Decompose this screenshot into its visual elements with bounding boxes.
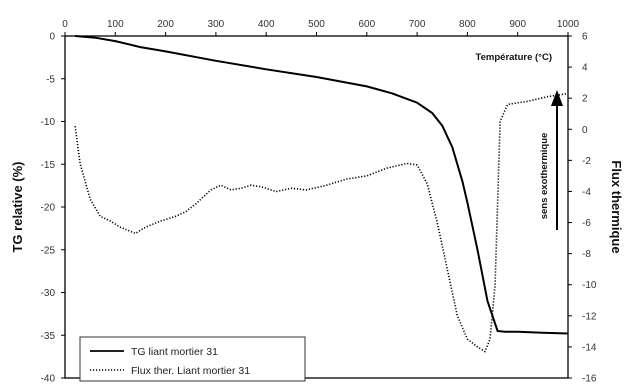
legend-label-tg: TG liant mortier 31 [131, 346, 218, 358]
y2-tick-label: -4 [582, 187, 591, 198]
y-axis-title: TG relative (%) [10, 161, 25, 252]
x-tick-label: 700 [409, 19, 426, 30]
y-tick-label: -40 [41, 374, 56, 385]
y2-tick-label: 4 [582, 63, 588, 74]
y-tick-label: -5 [46, 74, 55, 85]
x-tick-label: 100 [107, 19, 124, 30]
x-tick-label: 600 [358, 19, 375, 30]
y2-tick-label: -2 [582, 156, 591, 167]
y2-tick-label: -14 [582, 342, 597, 353]
y-tick-label: -20 [41, 203, 56, 214]
y2-tick-label: 2 [582, 94, 588, 105]
y2-tick-label: -6 [582, 218, 591, 229]
y2-tick-label: -8 [582, 249, 591, 260]
x-tick-label: 500 [308, 19, 325, 30]
series-flux-line [74, 92, 569, 353]
y2-tick-label: -10 [582, 280, 597, 291]
legend-label-flux: Flux ther. Liant mortier 31 [131, 365, 250, 377]
plot-frame [64, 35, 569, 379]
x-tick-label: 1000 [557, 19, 580, 30]
x-tick-label: 200 [157, 19, 174, 30]
y2-tick-label: 0 [582, 125, 588, 136]
exothermic-arrow-head [551, 90, 563, 106]
y-tick-label: -25 [41, 245, 56, 256]
right-axis-ticks: 6 4 2 0 -2 -4 -6 -8 -10 -12 -14 -16 [568, 32, 597, 385]
x-tick-label: 800 [459, 19, 476, 30]
x-tick-label: 0 [62, 19, 68, 30]
x-tick-label: 400 [258, 19, 275, 30]
y-tick-label: 0 [49, 32, 55, 43]
x-axis-ticks: 0 100 200 300 400 500 600 700 800 900 1000 [62, 19, 580, 36]
y-tick-label: -30 [41, 288, 56, 299]
exothermic-annotation: sens exothermique [539, 90, 563, 230]
y-tick-label: -15 [41, 160, 56, 171]
y2-axis-title: Flux thermique [609, 160, 624, 253]
y-tick-label: -10 [41, 117, 56, 128]
series-layer [74, 35, 569, 353]
y2-tick-label: -16 [582, 374, 597, 385]
x-tick-label: 900 [509, 19, 526, 30]
left-axis-ticks: 0 -5 -10 -15 -20 -25 -30 -35 -40 [41, 32, 65, 385]
exothermic-label: sens exothermique [539, 133, 550, 220]
y-tick-label: -35 [41, 331, 56, 342]
x-axis-title: Température (°C) [476, 52, 552, 63]
x-tick-label: 300 [208, 19, 225, 30]
legend-box [79, 336, 306, 382]
series-tg-line [75, 35, 569, 335]
y2-tick-label: -12 [582, 311, 597, 322]
y2-tick-label: 6 [582, 32, 588, 43]
legend: TG liant mortier 31 Flux ther. Liant mor… [79, 336, 306, 382]
